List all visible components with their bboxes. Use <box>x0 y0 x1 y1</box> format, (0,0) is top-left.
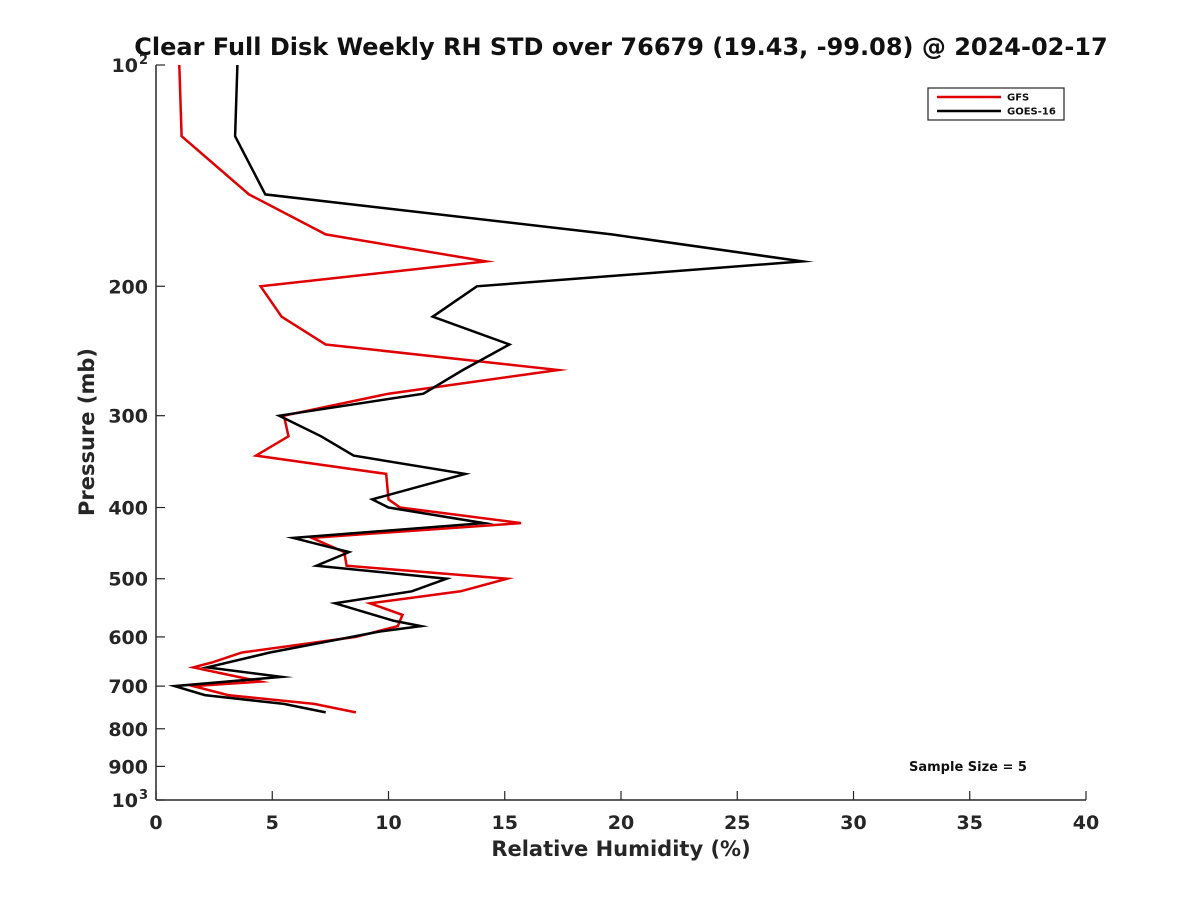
chart-title: Clear Full Disk Weekly RH STD over 76679… <box>134 33 1107 61</box>
y-tick-label: 200 <box>108 276 148 298</box>
y-axis-label: Pressure (mb) <box>75 348 99 516</box>
x-tick-label: 40 <box>1073 812 1099 834</box>
x-axis-label: Relative Humidity (%) <box>491 837 750 861</box>
series-line-goes-16 <box>167 64 814 714</box>
series-line-gfs <box>178 64 569 714</box>
y-tick-label: 10 <box>112 55 138 77</box>
sample-size-annotation: Sample Size = 5 <box>909 760 1027 775</box>
x-tick-label: 25 <box>724 812 750 834</box>
x-tick-label: 35 <box>957 812 983 834</box>
y-tick-label: 10 <box>112 790 138 812</box>
legend-box <box>927 87 1065 121</box>
y-tick-label: 300 <box>108 406 148 428</box>
y-tick-label: 900 <box>108 756 148 778</box>
plot-area <box>167 64 814 714</box>
x-tick-label: 15 <box>492 812 518 834</box>
legend: GFS GOES-16 <box>927 87 1065 121</box>
y-tick-label: 700 <box>108 676 148 698</box>
y-tick-label: 800 <box>108 719 148 741</box>
x-tick-label: 20 <box>608 812 634 834</box>
y-tick-exponent: 3 <box>139 788 148 803</box>
y-tick-label: 500 <box>108 569 148 591</box>
legend-items: GFS GOES-16 <box>937 93 1056 118</box>
y-tick-label: 400 <box>108 498 148 520</box>
x-tick-label: 5 <box>266 812 279 834</box>
legend-label: GFS <box>1007 93 1029 104</box>
y-tick-label: 600 <box>108 627 148 649</box>
legend-label: GOES-16 <box>1007 107 1056 118</box>
x-tick-label: 10 <box>375 812 401 834</box>
x-ticks: 0 5 10 15 20 25 30 35 40 <box>149 791 1099 834</box>
x-tick-label: 30 <box>840 812 866 834</box>
y-tick-exponent: 2 <box>139 53 148 68</box>
x-tick-label: 0 <box>149 812 162 834</box>
